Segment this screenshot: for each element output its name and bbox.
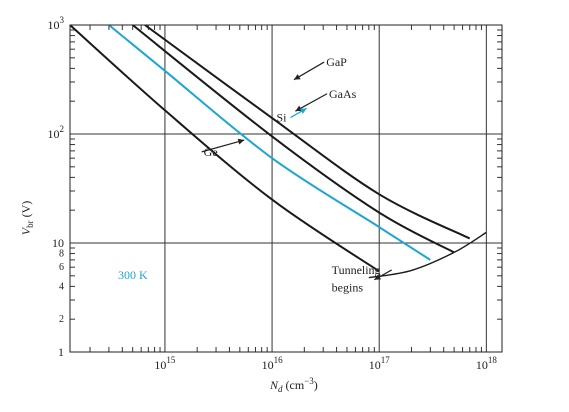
temperature-label: 300 K bbox=[118, 268, 148, 282]
x-axis-label: Nd (cm−3) bbox=[269, 376, 318, 394]
annotation-arrowhead bbox=[295, 105, 303, 112]
annotation-label: GaP bbox=[326, 55, 347, 69]
plot-frame bbox=[69, 24, 503, 353]
annotation-arrowhead bbox=[237, 138, 245, 145]
y-tick-label: 102 bbox=[48, 124, 65, 141]
annotation-arrow-line bbox=[201, 139, 245, 153]
y-minor-tick-label: 8 bbox=[59, 249, 64, 260]
annotation-arrow-line bbox=[295, 93, 328, 112]
y-tick-label: 103 bbox=[48, 15, 65, 32]
tunneling-curve bbox=[368, 231, 487, 279]
series-line-gap bbox=[144, 25, 471, 240]
annotation-label: begins bbox=[332, 280, 364, 294]
series-lines bbox=[70, 25, 487, 279]
y-minor-tick-label: 2 bbox=[59, 314, 64, 325]
annotation-arrowhead bbox=[374, 274, 382, 280]
x-tick-label: 1016 bbox=[262, 355, 284, 372]
x-tick-label: 1018 bbox=[476, 355, 498, 372]
series-line-si bbox=[108, 25, 431, 261]
annotation-arrowhead bbox=[299, 108, 307, 114]
series-line-ge bbox=[70, 25, 380, 273]
x-tick-label: 1017 bbox=[369, 355, 391, 372]
y-tick-label: 1 bbox=[58, 345, 64, 359]
y-axis-label: Vbr (V) bbox=[19, 201, 35, 236]
x-tick-label: 1015 bbox=[154, 355, 176, 372]
annotation-label: GaAs bbox=[329, 87, 357, 101]
series-line-gaas bbox=[132, 25, 455, 254]
y-minor-tick-label: 4 bbox=[59, 281, 64, 292]
annotation-label: Si bbox=[277, 111, 288, 125]
annotation-label: Tunneling bbox=[332, 263, 381, 277]
y-tick-label: 10 bbox=[52, 236, 64, 250]
annotation-arrowhead bbox=[293, 74, 301, 80]
annotation-label: Ge bbox=[204, 145, 218, 159]
grid-lines bbox=[70, 25, 502, 352]
y-minor-tick-label: 6 bbox=[59, 262, 64, 273]
chart-labels: 1015 1016 1017 1018 1 10 102 103 2 4 6 8 GaP GaAs Si Ge… bbox=[48, 15, 498, 372]
